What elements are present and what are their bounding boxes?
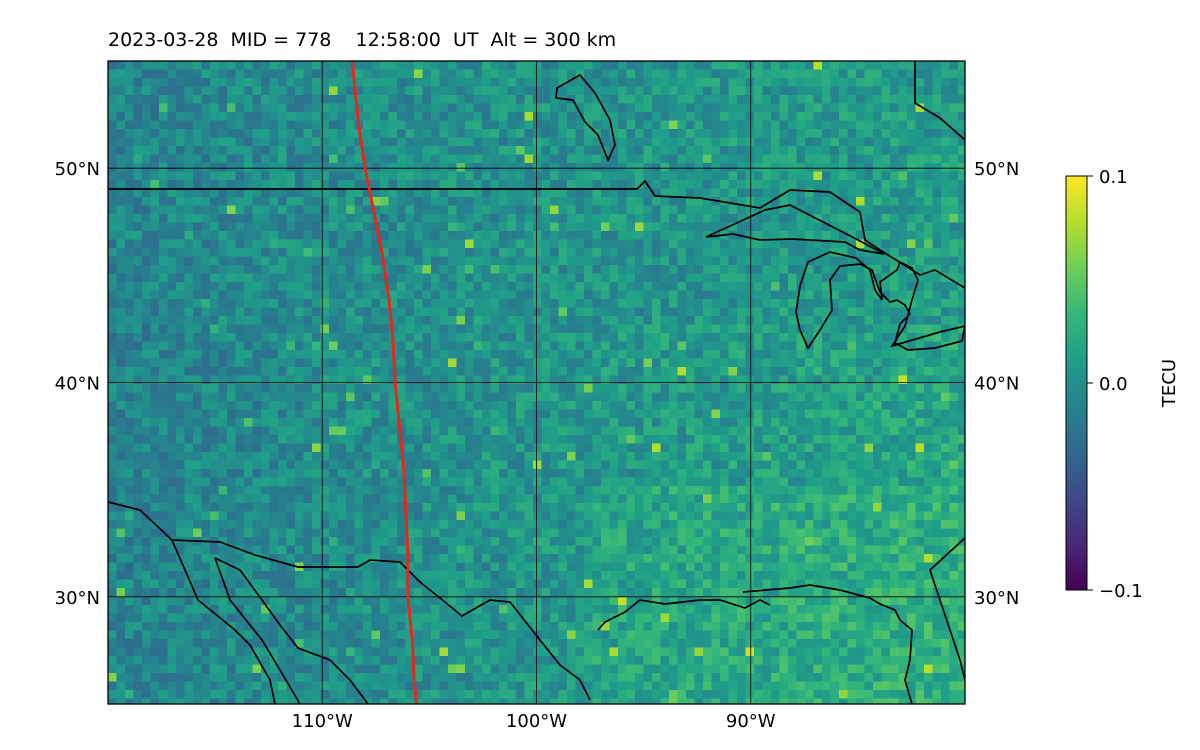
lat-tick-right: 50°N [974,159,1019,180]
lon-tick: 100°W [506,711,567,732]
colorbar-tick-label: 0.0 [1099,374,1128,395]
lat-tick-right: 40°N [974,374,1019,395]
lon-tick: 90°W [726,711,776,732]
colorbar: 0.1 0.0 −0.1 TECU [1065,167,1180,602]
coastlines-borders [108,61,965,704]
lon-tick: 110°W [292,711,353,732]
map-frame [107,60,966,705]
lat-tick-right: 30°N [974,588,1019,609]
satellite-track [350,61,418,704]
graticule [108,61,965,704]
map-axes: 50°N 50°N 40°N 40°N 30°N 30°N 110°W 100°W 90°W [55,159,1020,732]
lat-tick-left: 50°N [55,159,100,180]
colorbar-tick-label: 0.1 [1099,167,1128,188]
tec-heatmap [108,61,965,704]
map-title: 2023-03-28 MID = 778 12:58:00 UT Alt = 3… [108,29,617,51]
lat-tick-left: 30°N [55,588,100,609]
colorbar-ticks: 0.1 0.0 −0.1 [1087,167,1143,602]
colorbar-label: TECU [1159,359,1180,408]
colorbar-gradient [1065,175,1088,591]
colorbar-tick-label: −0.1 [1099,581,1143,602]
lat-tick-left: 40°N [55,374,100,395]
